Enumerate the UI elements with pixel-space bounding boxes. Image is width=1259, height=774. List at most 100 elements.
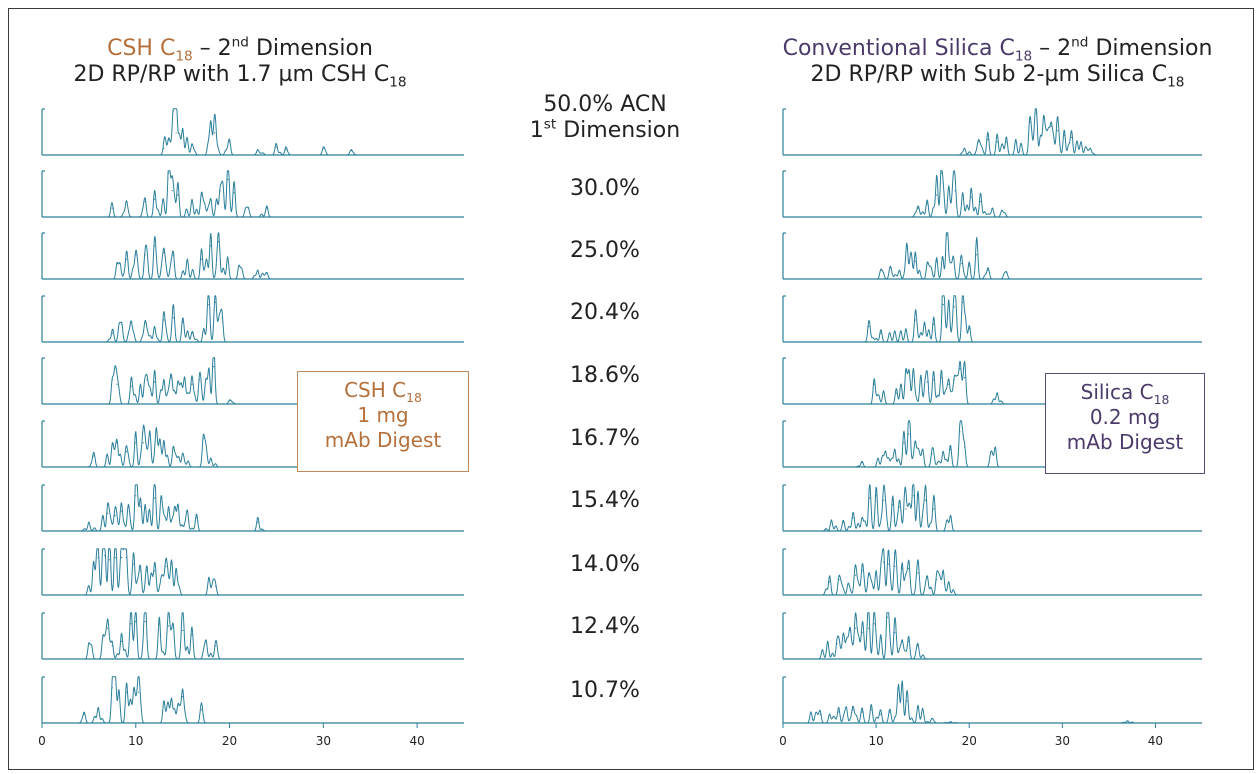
csh-peak-point: [257, 521, 259, 523]
csh-peak-point: [135, 442, 137, 444]
csh-peak-point: [135, 495, 137, 497]
silica-peak-point: [917, 207, 919, 209]
silica-peak-point: [838, 579, 840, 581]
csh-peak-point: [205, 640, 207, 643]
csh-peak-point: [121, 640, 123, 643]
csh-peak-point: [144, 201, 146, 203]
csh-peak-point: [83, 713, 85, 715]
csh-peak-point: [213, 366, 215, 368]
csh-peak-point: [214, 132, 216, 134]
silica-peak-point: [931, 453, 933, 455]
csh-peak-point: [165, 565, 167, 568]
silica-peak-point: [946, 234, 948, 236]
csh-peak-point: [111, 444, 113, 446]
silica-peak-point: [914, 260, 916, 262]
silica-peak-point: [905, 370, 907, 372]
silica-peak-point: [873, 623, 875, 625]
csh-peak-point: [210, 245, 212, 247]
silica-peak-point: [908, 568, 910, 570]
silica-peak-point: [829, 713, 831, 715]
silica-sample-box: Silica C18 0.2 mg mAb Digest: [1045, 373, 1205, 474]
csh-peak-point: [221, 317, 223, 319]
right-title-dimension: Dimension: [1088, 36, 1213, 61]
csh-peak-point: [200, 258, 202, 260]
csh-peak-point: [191, 332, 193, 334]
silica-peak-point: [868, 627, 870, 629]
silica-chromatogram-trace: [783, 295, 1202, 343]
silica-peak-point: [906, 243, 908, 245]
silica-peak-point: [1005, 141, 1008, 143]
silica-peak-point: [936, 194, 938, 196]
csh-peak-point: [121, 510, 123, 512]
csh-chromatogram-row: [41, 676, 464, 724]
silica-peak-point: [926, 381, 928, 383]
silica-peak-point: [868, 326, 870, 328]
csh-peak-point: [125, 451, 127, 453]
silica-peak-point: [1080, 141, 1082, 143]
csh-peak-point: [163, 700, 165, 702]
csh-x-tick-label: 10: [128, 734, 143, 748]
silica-peak-point: [964, 147, 966, 149]
csh-chromatogram-trace: [42, 232, 464, 280]
csh-peak-point: [177, 704, 179, 707]
silica-peak-point: [917, 490, 919, 492]
csh-peak-point: [227, 256, 229, 258]
csh-peak-point: [257, 149, 259, 151]
csh-peak-point: [214, 585, 217, 587]
csh-peak-point: [144, 321, 146, 323]
csh-peak-point: [153, 198, 156, 200]
silica-peak-point: [959, 368, 961, 370]
silica-chromatogram-trace: [783, 484, 1202, 532]
silica-peak-point: [905, 328, 907, 330]
silica-peak-point: [917, 704, 919, 707]
silica-peak-point: [901, 568, 903, 570]
silica-x-tick-label: 0: [779, 734, 787, 748]
csh-peak-point: [175, 132, 177, 134]
silica-chromatogram-row: [782, 295, 1202, 343]
silica-peak-point: [950, 515, 952, 517]
silica-peak-point: [954, 190, 956, 192]
csh-peak-point: [121, 557, 123, 559]
silica-peak-point: [836, 643, 838, 645]
csh-peak-point: [111, 332, 113, 334]
silica-peak-point: [914, 319, 916, 321]
silica-peak-point: [942, 304, 944, 306]
silica-peak-point: [861, 462, 863, 464]
csh-x-tick-label: 40: [409, 734, 424, 748]
silica-peak-point: [959, 431, 961, 433]
csh-peak-point: [275, 146, 277, 148]
center-label-50: 50.0% ACN 1st Dimension: [515, 92, 695, 144]
silica-peak-point: [936, 579, 938, 581]
silica-peak-point: [1001, 209, 1003, 211]
csh-sample-box: CSH C18 1 mg mAb Digest: [297, 371, 469, 472]
silica-peak-point: [987, 139, 989, 141]
csh-peak-point: [144, 254, 146, 256]
silica-peak-point: [883, 561, 885, 563]
silica-peak-point: [933, 323, 935, 325]
silica-peak-point: [873, 383, 875, 385]
silica-peak-point: [1126, 720, 1129, 722]
csh-peak-point: [257, 269, 259, 271]
csh-peak-point: [172, 446, 174, 448]
csh-peak-point: [130, 385, 132, 387]
center-label-row: 14.0%: [570, 552, 640, 577]
silica-peak-point: [936, 260, 938, 262]
csh-peak-point: [217, 241, 219, 243]
silica-peak-point: [880, 269, 882, 271]
first-dim-number: 1: [529, 118, 544, 143]
silica-peak-point: [1063, 134, 1065, 136]
csh-peak-point: [266, 273, 268, 275]
silica-peak-point: [849, 629, 851, 632]
silica-peak-point: [887, 563, 889, 565]
silica-peak-point: [861, 711, 863, 713]
csh-peak-point: [153, 570, 156, 572]
silica-peak-point: [924, 499, 927, 501]
silica-peak-point: [877, 457, 879, 459]
csh-peak-point: [175, 568, 177, 570]
silica-peak-point: [964, 377, 966, 379]
silica-peak-point: [898, 269, 901, 271]
silica-peak-point: [855, 574, 857, 576]
csh-peak-point: [163, 252, 165, 254]
csh-chromatogram-row: [41, 548, 464, 596]
silica-name: Conventional Silica C18: [783, 36, 1033, 63]
